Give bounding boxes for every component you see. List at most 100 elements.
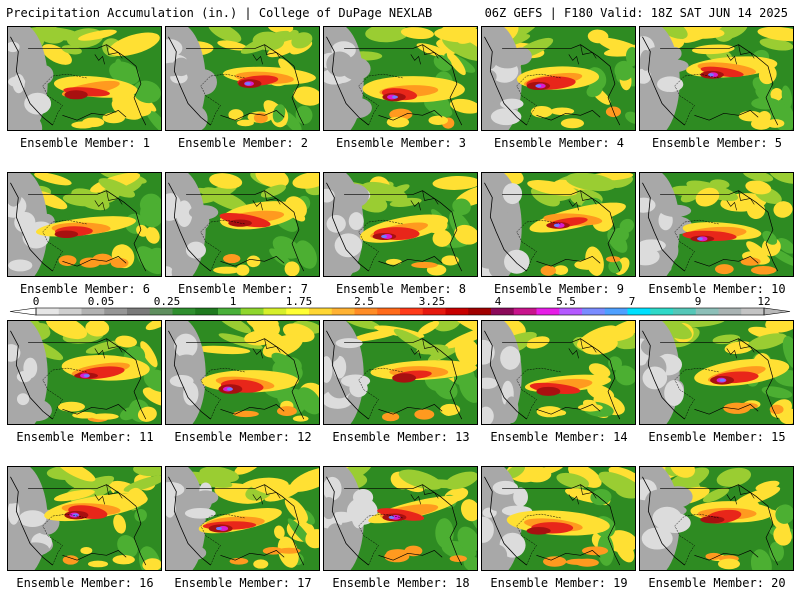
ensemble-member-label: Ensemble Member: 11: [16, 430, 154, 444]
colorbar-min-arrow: [9, 307, 37, 316]
precip-field: [640, 467, 793, 570]
precip-field: [166, 467, 319, 570]
colorbar-swatch: [195, 308, 219, 315]
colorbar-swatch: [468, 308, 492, 315]
colorbar-swatch: [263, 308, 287, 315]
precip-field: [640, 27, 793, 130]
precip-field: [640, 173, 793, 276]
colorbar-swatch: [127, 308, 151, 315]
colorbar-frame: [35, 307, 765, 316]
colorbar-swatch: [377, 308, 401, 315]
ensemble-map-16: [7, 466, 162, 571]
colorbar-tick-label: 9: [694, 295, 702, 308]
ensemble-map-6: [7, 172, 162, 277]
colorbar-tick-label: 1.75: [285, 295, 313, 308]
ensemble-member-label: Ensemble Member: 14: [490, 430, 628, 444]
precip-field: [8, 27, 161, 130]
colorbar-max-arrow: [763, 307, 791, 316]
colorbar-swatch: [741, 308, 765, 315]
colorbar-swatch: [718, 308, 742, 315]
colorbar-swatch: [400, 308, 424, 315]
ensemble-member-label: Ensemble Member: 13: [332, 430, 470, 444]
colorbar-swatch: [650, 308, 674, 315]
ensemble-member-label: Ensemble Member: 18: [332, 576, 470, 590]
ensemble-map-7: [165, 172, 320, 277]
precip-field: [166, 173, 319, 276]
precip-field: [482, 321, 635, 424]
ensemble-member-label: Ensemble Member: 7: [177, 282, 309, 296]
ensemble-map-19: [481, 466, 636, 571]
colorbar-tick-label: 5.5: [556, 295, 576, 308]
precip-field: [8, 321, 161, 424]
colorbar-swatch: [172, 308, 196, 315]
colorbar-swatch: [58, 308, 82, 315]
ensemble-map-5: [639, 26, 794, 131]
run-info: 06Z GEFS | F180 Valid: 18Z SAT JUN 14 20…: [484, 6, 788, 20]
colorbar-swatch: [559, 308, 583, 315]
ensemble-member-label: Ensemble Member: 5: [651, 136, 783, 150]
colorbar-swatch: [104, 308, 128, 315]
ensemble-map-4: [481, 26, 636, 131]
ensemble-member-label: Ensemble Member: 3: [335, 136, 467, 150]
colorbar-swatch: [218, 308, 242, 315]
colorbar-swatch: [627, 308, 651, 315]
ensemble-member-label: Ensemble Member: 15: [648, 430, 786, 444]
colorbar-tick-label: 4: [494, 295, 502, 308]
colorbar-swatch: [604, 308, 628, 315]
ensemble-member-label: Ensemble Member: 1: [19, 136, 151, 150]
ensemble-map-9: [481, 172, 636, 277]
ensemble-member-label: Ensemble Member: 4: [493, 136, 625, 150]
ensemble-map-14: [481, 320, 636, 425]
ensemble-member-label: Ensemble Member: 8: [335, 282, 467, 296]
ensemble-member-label: Ensemble Member: 2: [177, 136, 309, 150]
colorbar-swatch: [149, 308, 173, 315]
colorbar-swatch: [582, 308, 606, 315]
ensemble-map-1: [7, 26, 162, 131]
colorbar-swatch: [445, 308, 469, 315]
ensemble-map-17: [165, 466, 320, 571]
ensemble-member-label: Ensemble Member: 10: [648, 282, 786, 296]
colorbar-swatch: [36, 308, 60, 315]
colorbar-tick-label: 3.25: [418, 295, 446, 308]
precip-field: [482, 467, 635, 570]
colorbar-swatch: [81, 308, 105, 315]
precip-field: [324, 173, 477, 276]
precip-field: [324, 321, 477, 424]
ensemble-member-label: Ensemble Member: 20: [648, 576, 786, 590]
colorbar-tick-label: 2.5: [354, 295, 374, 308]
colorbar: 0 0.05 0.25 1 1.75 2.5 3.25 4 5.5 7 9 12: [0, 296, 800, 320]
colorbar-swatch: [491, 308, 515, 315]
colorbar-swatch: [695, 308, 719, 315]
colorbar-swatch: [673, 308, 697, 315]
colorbar-tick-label: 12: [757, 295, 771, 308]
precip-field: [482, 27, 635, 130]
colorbar-swatch: [354, 308, 378, 315]
ensemble-map-15: [639, 320, 794, 425]
colorbar-swatch: [331, 308, 355, 315]
colorbar-swatch: [422, 308, 446, 315]
colorbar-scale: [9, 307, 791, 316]
colorbar-swatch: [286, 308, 310, 315]
ensemble-map-8: [323, 172, 478, 277]
colorbar-swatch: [536, 308, 560, 315]
precip-field: [8, 173, 161, 276]
ensemble-map-20: [639, 466, 794, 571]
ensemble-member-label: Ensemble Member: 19: [490, 576, 628, 590]
colorbar-tick-label: 0.05: [87, 295, 115, 308]
precip-field: [166, 321, 319, 424]
precip-field: [640, 321, 793, 424]
precip-field: [324, 467, 477, 570]
precip-field: [8, 467, 161, 570]
colorbar-tick-label: 1: [229, 295, 237, 308]
colorbar-tick-label: 0.25: [153, 295, 181, 308]
ensemble-map-18: [323, 466, 478, 571]
ensemble-map-10: [639, 172, 794, 277]
page-title: Precipitation Accumulation (in.) | Colle…: [6, 6, 433, 20]
precip-field: [324, 27, 477, 130]
ensemble-member-label: Ensemble Member: 17: [174, 576, 312, 590]
ensemble-map-3: [323, 26, 478, 131]
ensemble-member-label: Ensemble Member: 16: [16, 576, 154, 590]
ensemble-member-label: Ensemble Member: 9: [493, 282, 625, 296]
colorbar-swatch: [513, 308, 537, 315]
ensemble-map-12: [165, 320, 320, 425]
